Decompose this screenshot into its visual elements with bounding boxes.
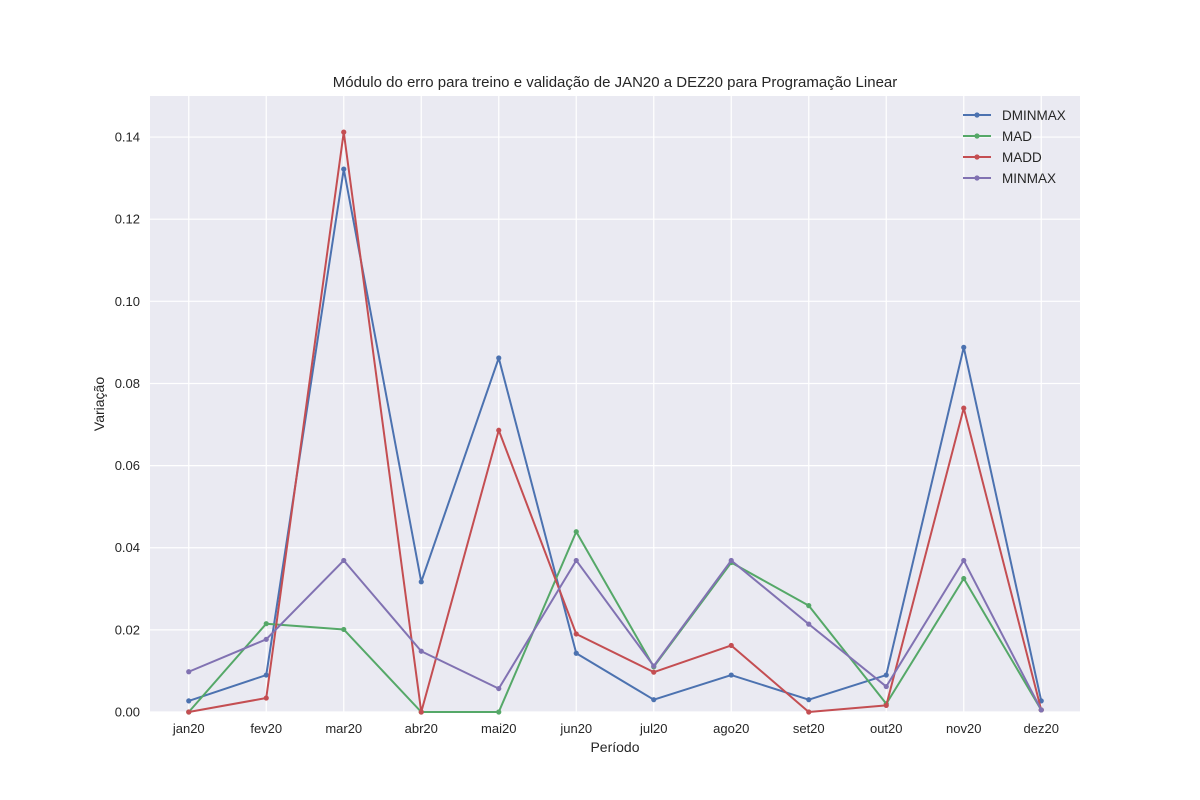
data-point [496, 427, 502, 433]
plot-area [150, 96, 1080, 712]
data-point [186, 669, 192, 675]
data-point [496, 355, 502, 361]
series-madd [186, 129, 1044, 715]
data-point [341, 626, 347, 633]
data-point [806, 621, 812, 627]
legend-item: MINMAX [963, 171, 1056, 186]
x-tick-label: mai20 [481, 721, 516, 736]
data-point [806, 709, 812, 715]
data-point [806, 697, 812, 703]
legend-marker [974, 112, 980, 118]
x-tick-label: set20 [793, 721, 825, 736]
y-tick-label: 0.10 [115, 294, 140, 309]
legend-item: MADD [963, 150, 1042, 165]
series-group [186, 129, 1044, 715]
data-point [806, 603, 812, 609]
data-point [573, 650, 579, 656]
data-point [263, 636, 269, 642]
legend-label: MINMAX [1002, 171, 1056, 186]
series-dminmax [186, 166, 1044, 704]
data-point [651, 663, 657, 669]
data-point [341, 129, 347, 135]
data-point [263, 621, 269, 627]
data-point [573, 631, 579, 637]
x-tick-label: nov20 [946, 721, 981, 736]
data-point [961, 344, 967, 350]
x-axis-ticks: jan20 fev20 mar20 abr20 mai20 jun20 jul20 ago20… [172, 721, 1059, 736]
y-tick-label: 0.14 [115, 130, 140, 145]
data-point [418, 579, 424, 585]
y-axis-label: Variação [91, 377, 107, 431]
legend-item: DMINMAX [963, 108, 1066, 123]
x-tick-label: out20 [870, 721, 903, 736]
series-line [187, 530, 1043, 713]
data-point [961, 575, 967, 582]
y-tick-label: 0.08 [115, 376, 140, 391]
data-point [651, 669, 657, 675]
data-point [341, 557, 347, 564]
x-axis-label: Período [590, 739, 639, 755]
legend-label: DMINMAX [1002, 108, 1066, 123]
data-point [961, 557, 967, 564]
legend: DMINMAX MAD MADD MINMAX [963, 108, 1066, 186]
data-point [186, 698, 192, 704]
legend-marker [974, 175, 980, 181]
x-tick-label: jul20 [639, 721, 667, 736]
data-point [496, 709, 502, 715]
x-tick-label: mar20 [325, 721, 362, 736]
data-point [728, 642, 734, 649]
x-tick-label: jan20 [172, 721, 205, 736]
data-point [573, 529, 579, 535]
data-point [651, 697, 657, 703]
data-point [263, 695, 269, 701]
legend-marker [974, 154, 980, 160]
series-line [188, 131, 1043, 713]
x-tick-label: ago20 [713, 721, 749, 736]
x-tick-label: jun20 [559, 721, 592, 736]
data-point [418, 648, 424, 654]
y-tick-label: 0.00 [115, 705, 140, 720]
data-point [186, 709, 192, 715]
data-point [883, 683, 889, 690]
chart-title: Módulo do erro para treino e validação d… [333, 74, 898, 91]
data-point [263, 672, 269, 678]
legend-item: MAD [963, 129, 1032, 144]
data-point [728, 557, 734, 564]
data-point [341, 166, 347, 172]
data-point [573, 557, 579, 564]
legend-label: MAD [1002, 129, 1032, 144]
x-tick-label: dez20 [1024, 721, 1059, 736]
y-tick-label: 0.06 [115, 458, 140, 473]
y-tick-label: 0.04 [115, 540, 140, 555]
legend-label: MADD [1002, 150, 1042, 165]
data-point [728, 672, 734, 678]
x-tick-label: abr20 [405, 721, 438, 736]
data-point [883, 702, 889, 709]
y-tick-label: 0.02 [115, 622, 140, 637]
x-tick-label: fev20 [250, 721, 282, 736]
y-axis-ticks: 0.00 0.02 0.04 0.06 0.08 0.10 0.12 0.14 [115, 130, 140, 720]
series-minmax [186, 557, 1044, 713]
series-line [188, 168, 1043, 702]
data-point [961, 405, 967, 411]
grid-lines [150, 96, 1080, 713]
y-tick-label: 0.12 [115, 212, 140, 227]
series-line [188, 559, 1043, 711]
data-point [883, 672, 889, 678]
data-point [418, 709, 424, 715]
legend-marker [974, 133, 980, 139]
data-point [496, 685, 502, 692]
data-point [1038, 707, 1044, 713]
